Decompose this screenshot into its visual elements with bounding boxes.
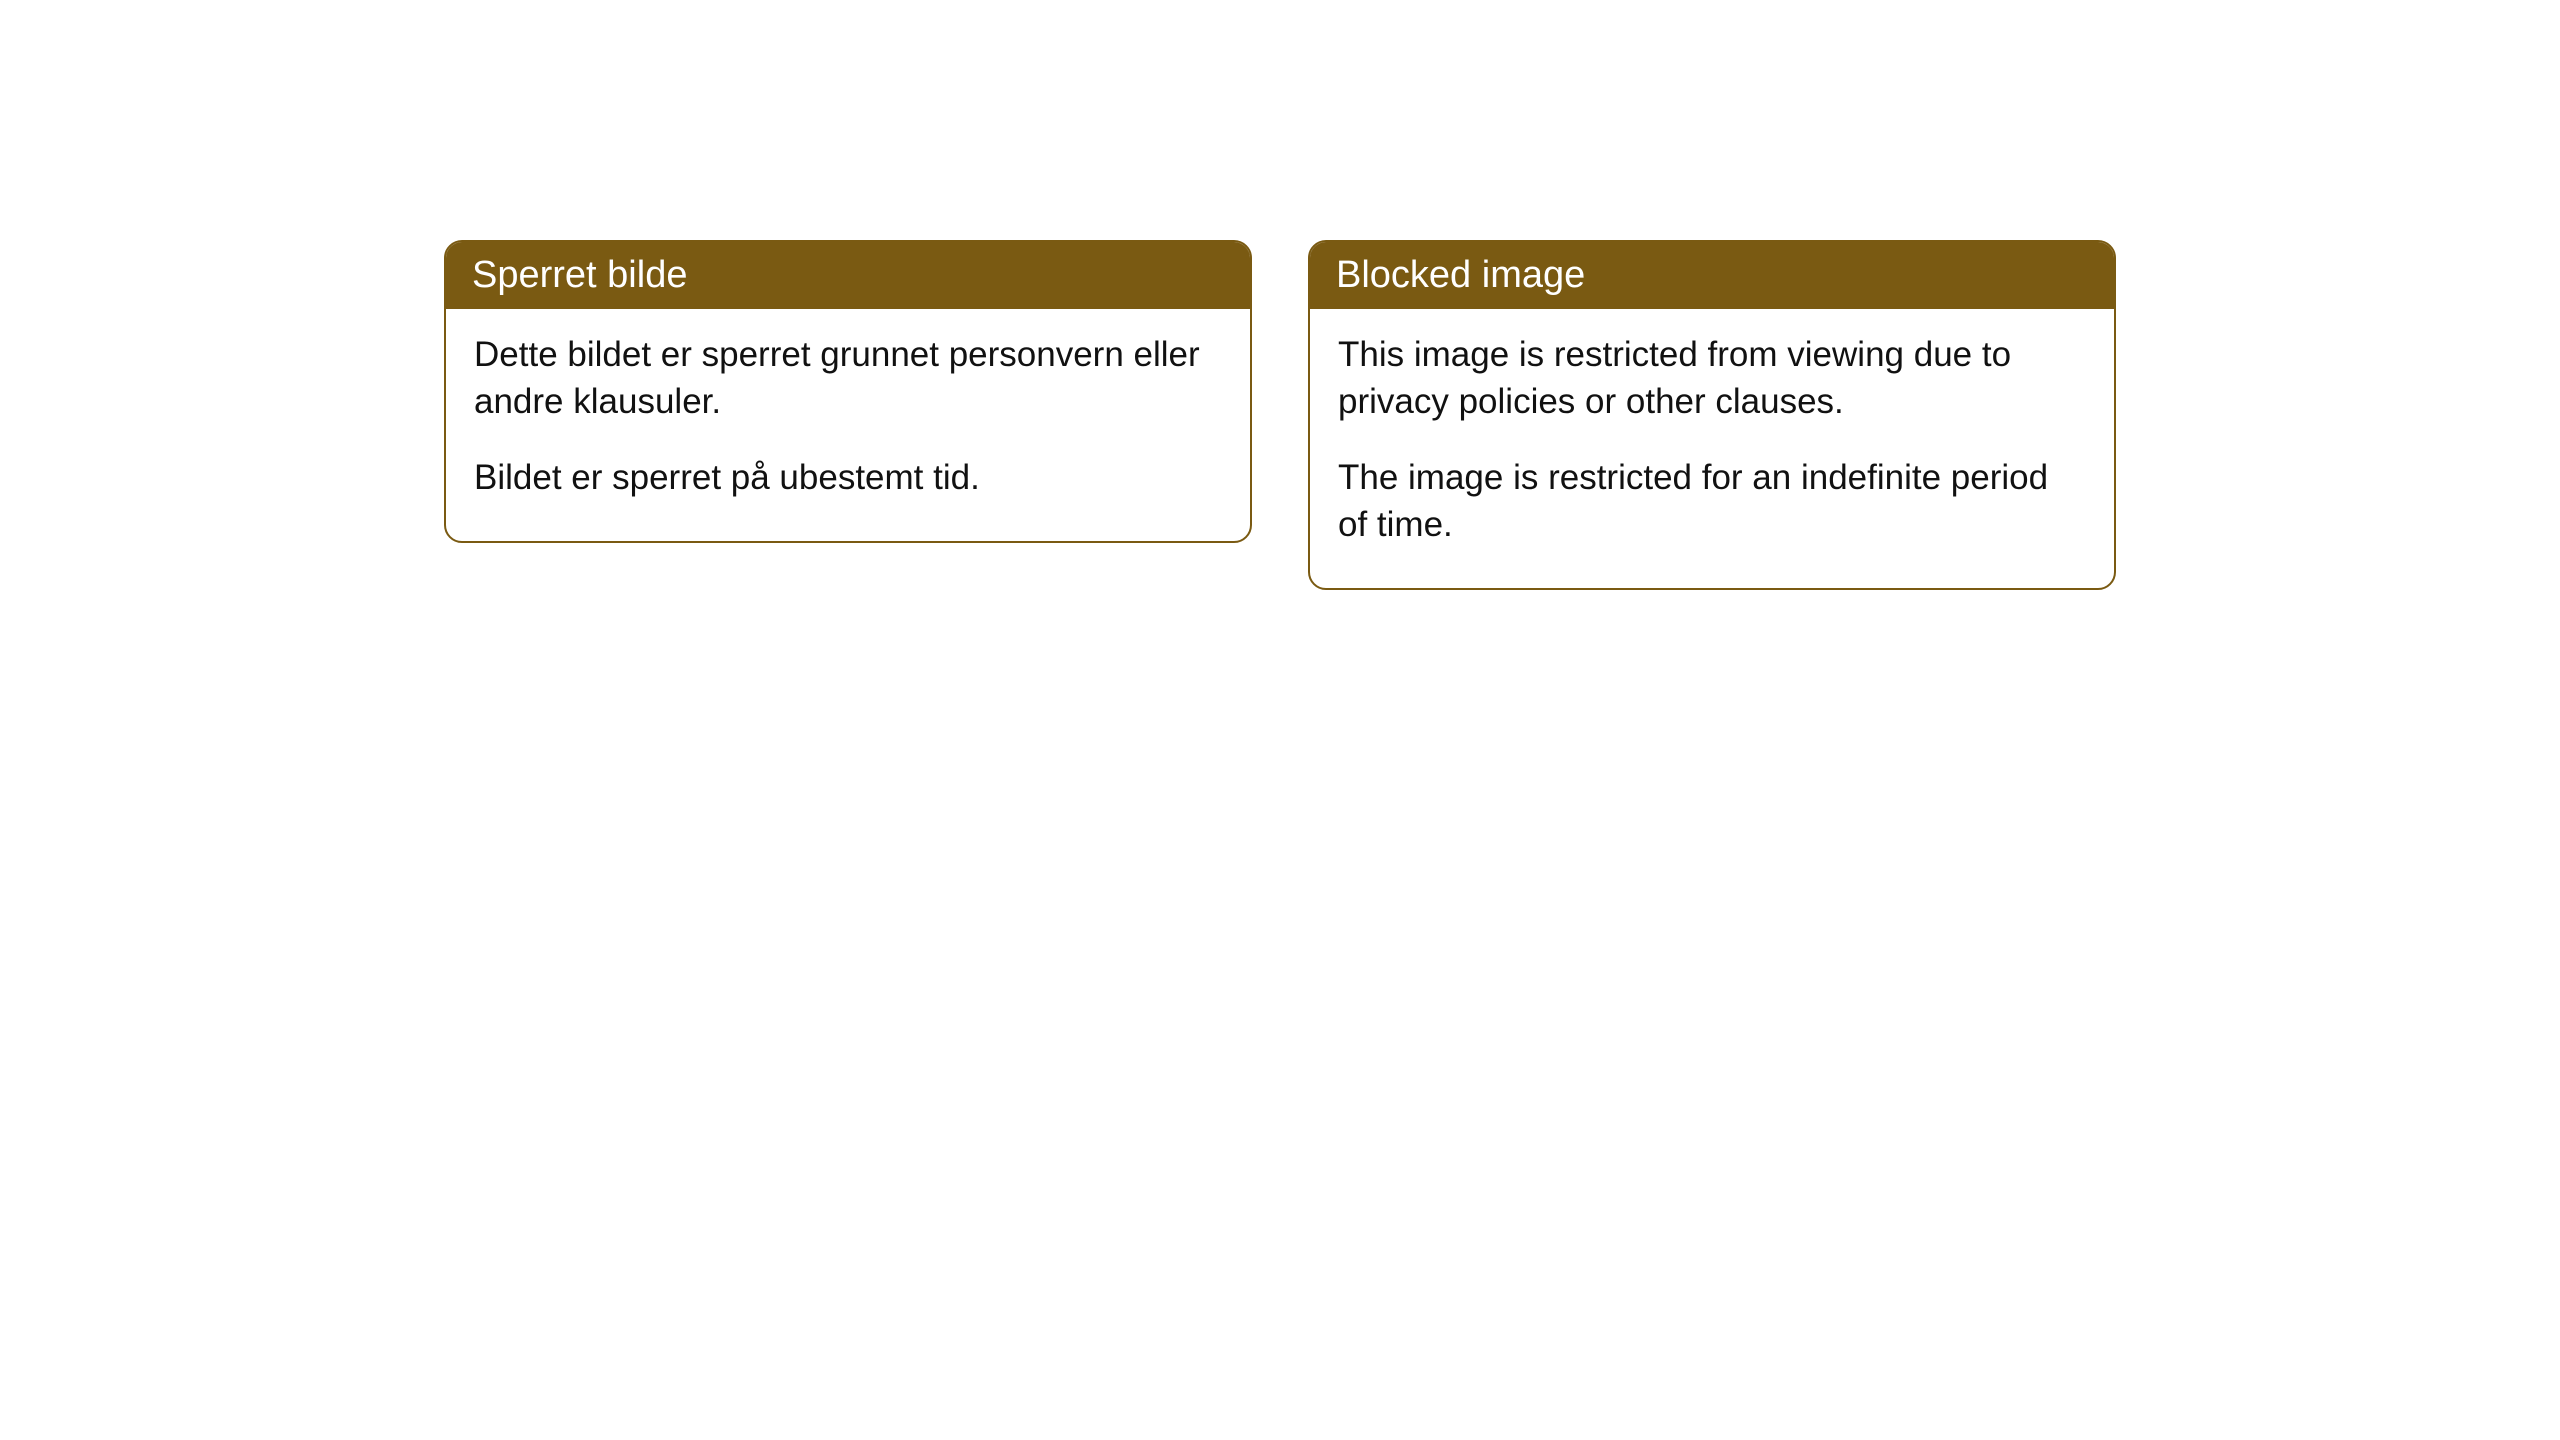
notice-container: Sperret bilde Dette bildet er sperret gr… — [444, 240, 2116, 1440]
card-title-norwegian: Sperret bilde — [472, 254, 687, 296]
card-text-english-1: This image is restricted from viewing du… — [1338, 331, 2086, 426]
card-title-english: Blocked image — [1336, 254, 1585, 296]
card-text-norwegian-2: Bildet er sperret på ubestemt tid. — [474, 454, 1222, 501]
card-text-norwegian-1: Dette bildet er sperret grunnet personve… — [474, 331, 1222, 426]
card-body-english: This image is restricted from viewing du… — [1310, 309, 2114, 588]
notice-card-norwegian: Sperret bilde Dette bildet er sperret gr… — [444, 240, 1252, 543]
card-text-english-2: The image is restricted for an indefinit… — [1338, 454, 2086, 549]
card-header-english: Blocked image — [1310, 242, 2114, 309]
notice-card-english: Blocked image This image is restricted f… — [1308, 240, 2116, 590]
card-body-norwegian: Dette bildet er sperret grunnet personve… — [446, 309, 1250, 541]
card-header-norwegian: Sperret bilde — [446, 242, 1250, 309]
